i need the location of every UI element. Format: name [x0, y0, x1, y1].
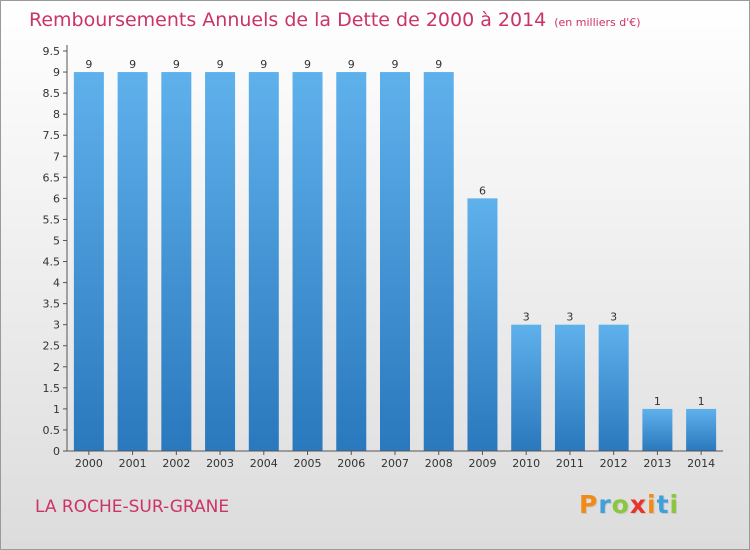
- y-tick-label: 4: [53, 277, 60, 290]
- x-tick-label: 2009: [468, 457, 496, 470]
- y-tick-label: 5.5: [43, 213, 61, 226]
- bar-2014: [686, 408, 717, 451]
- y-tick-label: 1.5: [43, 382, 61, 395]
- proxiti-logo[interactable]: Proxiti: [579, 490, 679, 519]
- x-tick-label: 2006: [337, 457, 365, 470]
- data-label: 9: [85, 58, 92, 71]
- data-label: 9: [348, 58, 355, 71]
- x-tick-label: 2005: [294, 457, 322, 470]
- y-tick-label: 7.5: [43, 129, 61, 142]
- y-tick-label: 6.5: [43, 171, 61, 184]
- logo-letter: i: [647, 490, 657, 519]
- y-tick-label: 3.5: [43, 298, 61, 311]
- x-tick-label: 2013: [643, 457, 671, 470]
- bar-2012: [598, 324, 629, 451]
- data-label: 9: [304, 58, 311, 71]
- x-tick-label: 2003: [206, 457, 234, 470]
- chart-unit: (en milliers d'€): [554, 16, 641, 29]
- chart-title-text: Remboursements Annuels de la Dette de 20…: [29, 9, 547, 31]
- bar-2004: [248, 72, 279, 451]
- bar-2009: [467, 198, 498, 451]
- data-label: 1: [654, 395, 661, 408]
- x-tick-label: 2001: [119, 457, 147, 470]
- bar-2013: [642, 408, 673, 451]
- y-tick-label: 6: [53, 192, 60, 205]
- data-label: 9: [435, 58, 442, 71]
- bar-2006: [336, 72, 367, 451]
- bar-2008: [423, 72, 454, 451]
- bar-2002: [161, 72, 192, 451]
- bar-2010: [511, 324, 542, 451]
- bar-2001: [117, 72, 148, 451]
- logo-letter: r: [598, 490, 612, 519]
- y-tick-label: 8: [53, 108, 60, 121]
- y-tick-label: 9.5: [43, 45, 61, 58]
- x-tick-label: 2011: [556, 457, 584, 470]
- data-label: 6: [479, 184, 486, 197]
- x-tick-label: 2007: [381, 457, 409, 470]
- x-tick-label: 2002: [162, 457, 190, 470]
- y-tick-label: 4.5: [43, 256, 61, 269]
- bar-2000: [73, 72, 104, 451]
- x-tick-label: 2008: [425, 457, 453, 470]
- data-label: 3: [523, 311, 530, 324]
- bar-2007: [380, 72, 410, 451]
- y-tick-label: 7: [53, 150, 60, 163]
- data-label: 9: [392, 58, 399, 71]
- x-tick-label: 2014: [687, 457, 715, 470]
- y-tick-label: 1: [53, 403, 60, 416]
- data-label: 9: [129, 58, 136, 71]
- bar-2005: [292, 72, 323, 451]
- chart-title: Remboursements Annuels de la Dette de 20…: [29, 9, 641, 31]
- logo-letter: P: [579, 490, 599, 519]
- x-tick-label: 2012: [600, 457, 628, 470]
- data-label: 9: [260, 58, 267, 71]
- bar-2011: [554, 324, 585, 451]
- logo-letter: o: [611, 490, 630, 519]
- commune-name: LA ROCHE-SUR-GRANE: [35, 497, 230, 517]
- data-label: 1: [698, 395, 705, 408]
- x-tick-label: 2000: [75, 457, 103, 470]
- data-label: 3: [566, 311, 573, 324]
- y-tick-label: 3: [53, 319, 60, 332]
- data-label: 9: [217, 58, 224, 71]
- y-tick-label: 9: [53, 66, 60, 79]
- y-tick-label: 0.5: [43, 424, 61, 437]
- x-tick-label: 2004: [250, 457, 278, 470]
- y-tick-label: 0: [53, 445, 60, 458]
- y-tick-label: 2.5: [43, 340, 61, 353]
- logo-letter: i: [669, 490, 680, 519]
- y-tick-label: 2: [53, 361, 60, 374]
- bar-2003: [205, 72, 236, 451]
- x-tick-label: 2010: [512, 457, 540, 470]
- y-tick-label: 5: [53, 234, 60, 247]
- data-label: 3: [610, 311, 617, 324]
- y-tick-label: 8.5: [43, 87, 61, 100]
- bar-chart: 9 9 9 9 9 9 9 9 9 6 3 3 3 1 1 0 0.5 1 1.5 2 2.5 3 3.5 4 4.5 5 5.5…: [43, 45, 723, 470]
- data-label: 9: [173, 58, 180, 71]
- logo-letter: t: [656, 490, 670, 519]
- logo-letter: x: [629, 490, 647, 519]
